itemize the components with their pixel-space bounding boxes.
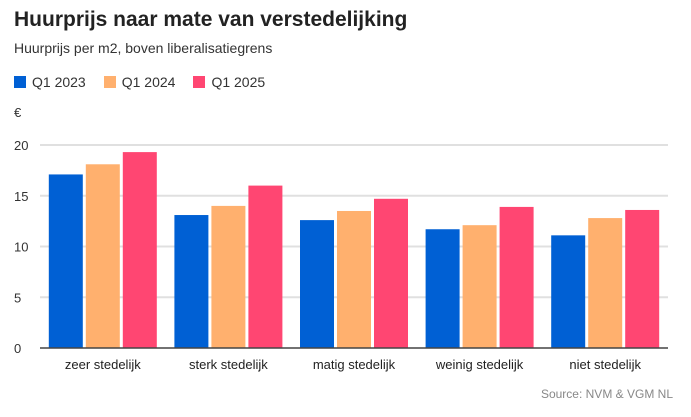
legend-swatch bbox=[14, 76, 26, 88]
y-tick-label: 15 bbox=[14, 189, 28, 204]
bar-q1-2025 bbox=[499, 206, 534, 348]
x-tick-label: sterk stedelijk bbox=[189, 357, 268, 372]
bar-q1-2024 bbox=[462, 225, 497, 348]
legend-label: Q1 2024 bbox=[121, 74, 176, 90]
legend-label: Q1 2025 bbox=[211, 74, 266, 90]
legend-swatch bbox=[193, 76, 206, 88]
x-tick-label: matig stedelijk bbox=[313, 357, 396, 372]
bar-q1-2023 bbox=[174, 215, 209, 348]
bar-q1-2024 bbox=[211, 205, 246, 348]
y-tick-label: 0 bbox=[14, 341, 21, 356]
bar-q1-2023 bbox=[48, 174, 83, 348]
x-tick-label: zeer stedelijk bbox=[65, 357, 141, 372]
source-note: Source: NVM & VGM NL bbox=[540, 387, 673, 401]
bar-q1-2024 bbox=[337, 210, 371, 348]
legend-label: Q1 2023 bbox=[32, 74, 86, 90]
bar-q1-2024 bbox=[85, 164, 120, 348]
x-tick-label: niet stedelijk bbox=[569, 357, 641, 372]
bar-q1-2023 bbox=[425, 229, 460, 348]
x-tick-label: weinig stedelijk bbox=[435, 357, 524, 372]
chart-title: Huurprijs naar mate van verstedelijking bbox=[14, 8, 408, 31]
chart-subtitle: Huurprijs per m2, boven liberalisatiegre… bbox=[14, 40, 273, 56]
legend-item: Q1 2025 bbox=[193, 74, 265, 90]
bar-q1-2025 bbox=[248, 185, 283, 348]
bar-q1-2025 bbox=[374, 198, 408, 348]
y-tick-label: 20 bbox=[14, 138, 28, 153]
y-tick-label: 5 bbox=[14, 290, 21, 305]
legend-swatch bbox=[103, 76, 116, 88]
bar-q1-2023 bbox=[300, 220, 334, 348]
legend-item: Q1 2023 bbox=[14, 74, 86, 90]
y-axis-label: € bbox=[14, 105, 22, 120]
legend-item: Q1 2024 bbox=[103, 74, 176, 90]
y-tick-label: 10 bbox=[14, 240, 28, 255]
bar-q1-2025 bbox=[122, 152, 157, 348]
bar-q1-2025 bbox=[625, 209, 660, 348]
legend: Q1 2023 Q1 2024 Q1 2025 bbox=[14, 74, 265, 90]
bar-q1-2024 bbox=[588, 218, 623, 348]
bar-q1-2023 bbox=[551, 235, 586, 348]
